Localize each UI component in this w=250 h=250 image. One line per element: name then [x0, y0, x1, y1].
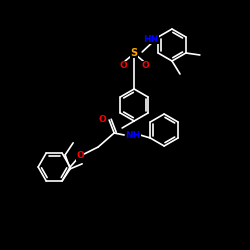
Text: NH: NH: [126, 130, 141, 140]
Text: O: O: [98, 116, 106, 124]
Text: O: O: [76, 152, 84, 160]
Text: S: S: [130, 48, 138, 58]
Text: O: O: [119, 62, 127, 70]
Text: HN: HN: [144, 35, 159, 44]
Text: O: O: [141, 62, 149, 70]
